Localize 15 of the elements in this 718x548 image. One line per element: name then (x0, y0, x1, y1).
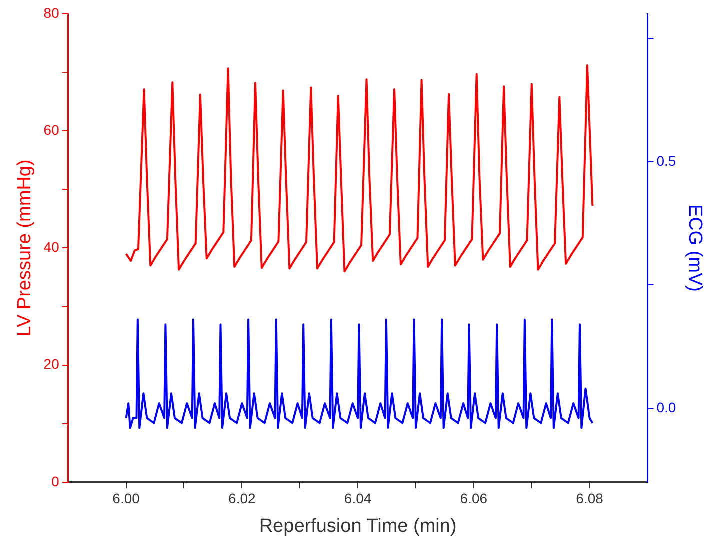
y2-tick-label: 0.5 (656, 152, 676, 169)
y-tick-label: 0 (52, 473, 60, 490)
x-tick-label: 6.06 (460, 490, 488, 507)
y-tick-label: 80 (44, 4, 60, 21)
x-tick-label: 6.04 (344, 490, 372, 507)
x-tick-label: 6.08 (576, 490, 604, 507)
y-tick-label: 60 (44, 122, 60, 138)
x-tick-label: 6.02 (228, 490, 256, 507)
x-axis-title: Reperfusion Time (min) (259, 516, 457, 537)
y-tick-label: 20 (44, 356, 60, 372)
y2-tick-label: 0.0 (656, 399, 676, 416)
y-axis-title: LV Pressure (mmHg) (14, 160, 36, 337)
x-tick-label: 6.00 (112, 490, 140, 507)
y-tick-label: 40 (44, 239, 60, 256)
y2-axis-title: ECG (mV) (684, 204, 706, 292)
